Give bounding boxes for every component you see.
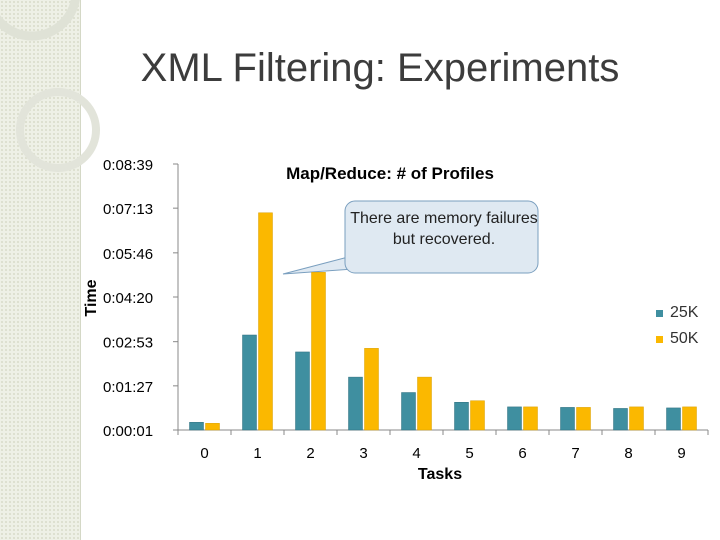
bar-25k-task-8 [613,408,628,431]
bar-50k-task-1 [258,212,273,431]
bar-25k-task-0 [189,422,204,431]
y-tick-label: 0:02:53 [103,335,153,352]
bar-50k-task-9 [682,406,697,431]
legend-swatch-50k [656,335,663,343]
callout-bubble [282,200,539,275]
y-tick-label: 0:07:13 [103,201,153,218]
chart-bars [189,212,697,431]
bar-50k-task-6 [523,406,538,431]
legend-label-50k: 50K [670,330,699,347]
y-tick-label: 0:01:27 [103,379,153,396]
x-tick-label: 7 [571,445,579,462]
bar-25k-task-7 [560,407,575,431]
legend-swatch-25k [656,309,663,317]
legend-item-50k: 50K [656,326,698,352]
decorative-ring-top [0,0,80,41]
bar-25k-task-6 [507,406,522,431]
slide-title: XML Filtering: Experiments [140,46,620,90]
x-tick-label: 3 [359,445,367,462]
bar-50k-task-2 [311,272,326,431]
y-tick-label: 0:05:46 [103,246,153,263]
x-tick-label: 0 [200,445,208,462]
callout-box [344,200,539,274]
callout-text: There are memory failures but recovered. [350,210,538,248]
bar-50k-task-0 [205,423,220,431]
x-tick-label: 9 [677,445,685,462]
legend-label-25k: 25K [670,304,699,321]
bar-50k-task-7 [576,407,591,431]
bar-25k-task-1 [242,334,257,431]
x-tick-label: 8 [624,445,632,462]
decorative-ring-middle [16,88,100,172]
decorative-circles [0,0,100,172]
bar-50k-task-4 [417,376,432,431]
bar-50k-task-5 [470,400,485,431]
bar-25k-task-2 [295,351,310,431]
chart-legend: 25K 50K [656,300,698,352]
x-tick-label: 2 [306,445,314,462]
x-axis-label: Tasks [418,466,462,483]
bar-25k-task-4 [401,392,416,431]
y-tick-label: 0:08:39 [103,157,153,174]
y-tick-label: 0:04:20 [103,290,153,307]
x-tick-label: 5 [465,445,473,462]
bar-25k-task-9 [666,407,681,431]
legend-item-25k: 25K [656,300,698,326]
y-tick-label: 0:00:01 [103,423,153,440]
x-tick-label: 6 [518,445,526,462]
chart-ticks: 0:00:01 0:01:27 0:02:53 0:04:20 0:05:46 0:07:… [103,157,709,462]
bar-25k-task-3 [348,376,363,431]
bar-25k-task-5 [454,402,469,431]
y-axis-label: Time [83,279,100,316]
chart-title: Map/Reduce: # of Profiles [286,164,494,183]
bar-50k-task-3 [364,348,379,431]
bar-50k-task-8 [629,406,644,431]
x-tick-label: 4 [412,445,420,462]
x-tick-label: 1 [253,445,261,462]
